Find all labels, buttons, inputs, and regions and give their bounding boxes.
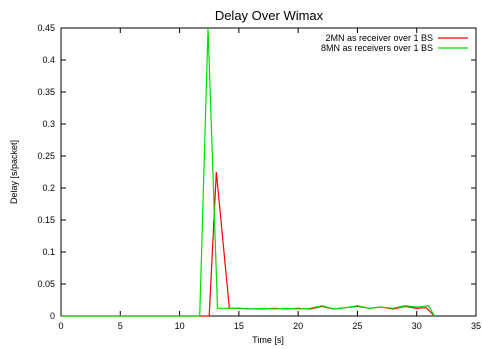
- x-tick-label: 15: [234, 321, 244, 331]
- y-tick-label: 0.15: [37, 215, 55, 225]
- x-tick-label: 20: [293, 321, 303, 331]
- legend-label-1: 2MN as receiver over 1 BS: [325, 33, 433, 43]
- y-tick-label: 0.2: [42, 183, 55, 193]
- x-tick-label: 0: [58, 321, 63, 331]
- series-group: [61, 27, 436, 317]
- ticks-group: 0 5 10 15 20 25 30 35 0 0.05 0.1 0.15 0.2 0.25 0.3 0.35…: [37, 23, 481, 331]
- x-tick-label: 25: [352, 321, 362, 331]
- y-tick-label: 0.45: [37, 23, 55, 33]
- y-tick-label: 0.25: [37, 151, 55, 161]
- x-tick-label: 5: [118, 321, 123, 331]
- series-line-2: [61, 27, 436, 317]
- legend-label-2: 8MN as receivers over 1 BS: [321, 43, 433, 53]
- chart-title: Delay Over Wimax: [215, 8, 324, 23]
- plot-frame: [60, 27, 477, 317]
- x-axis-label: Time [s]: [252, 335, 284, 345]
- y-tick-label: 0.3: [42, 119, 55, 129]
- y-tick-label: 0.4: [42, 55, 55, 65]
- series-line-1: [61, 171, 435, 317]
- y-tick-label: 0.1: [42, 247, 55, 257]
- x-tick-label: 10: [175, 321, 185, 331]
- y-axis-label: Delay [s/packet]: [9, 140, 19, 204]
- x-tick-label: 30: [412, 321, 422, 331]
- y-tick-label: 0.05: [37, 279, 55, 289]
- y-tick-label: 0: [50, 311, 55, 321]
- y-tick-label: 0.35: [37, 87, 55, 97]
- x-tick-label: 35: [471, 321, 481, 331]
